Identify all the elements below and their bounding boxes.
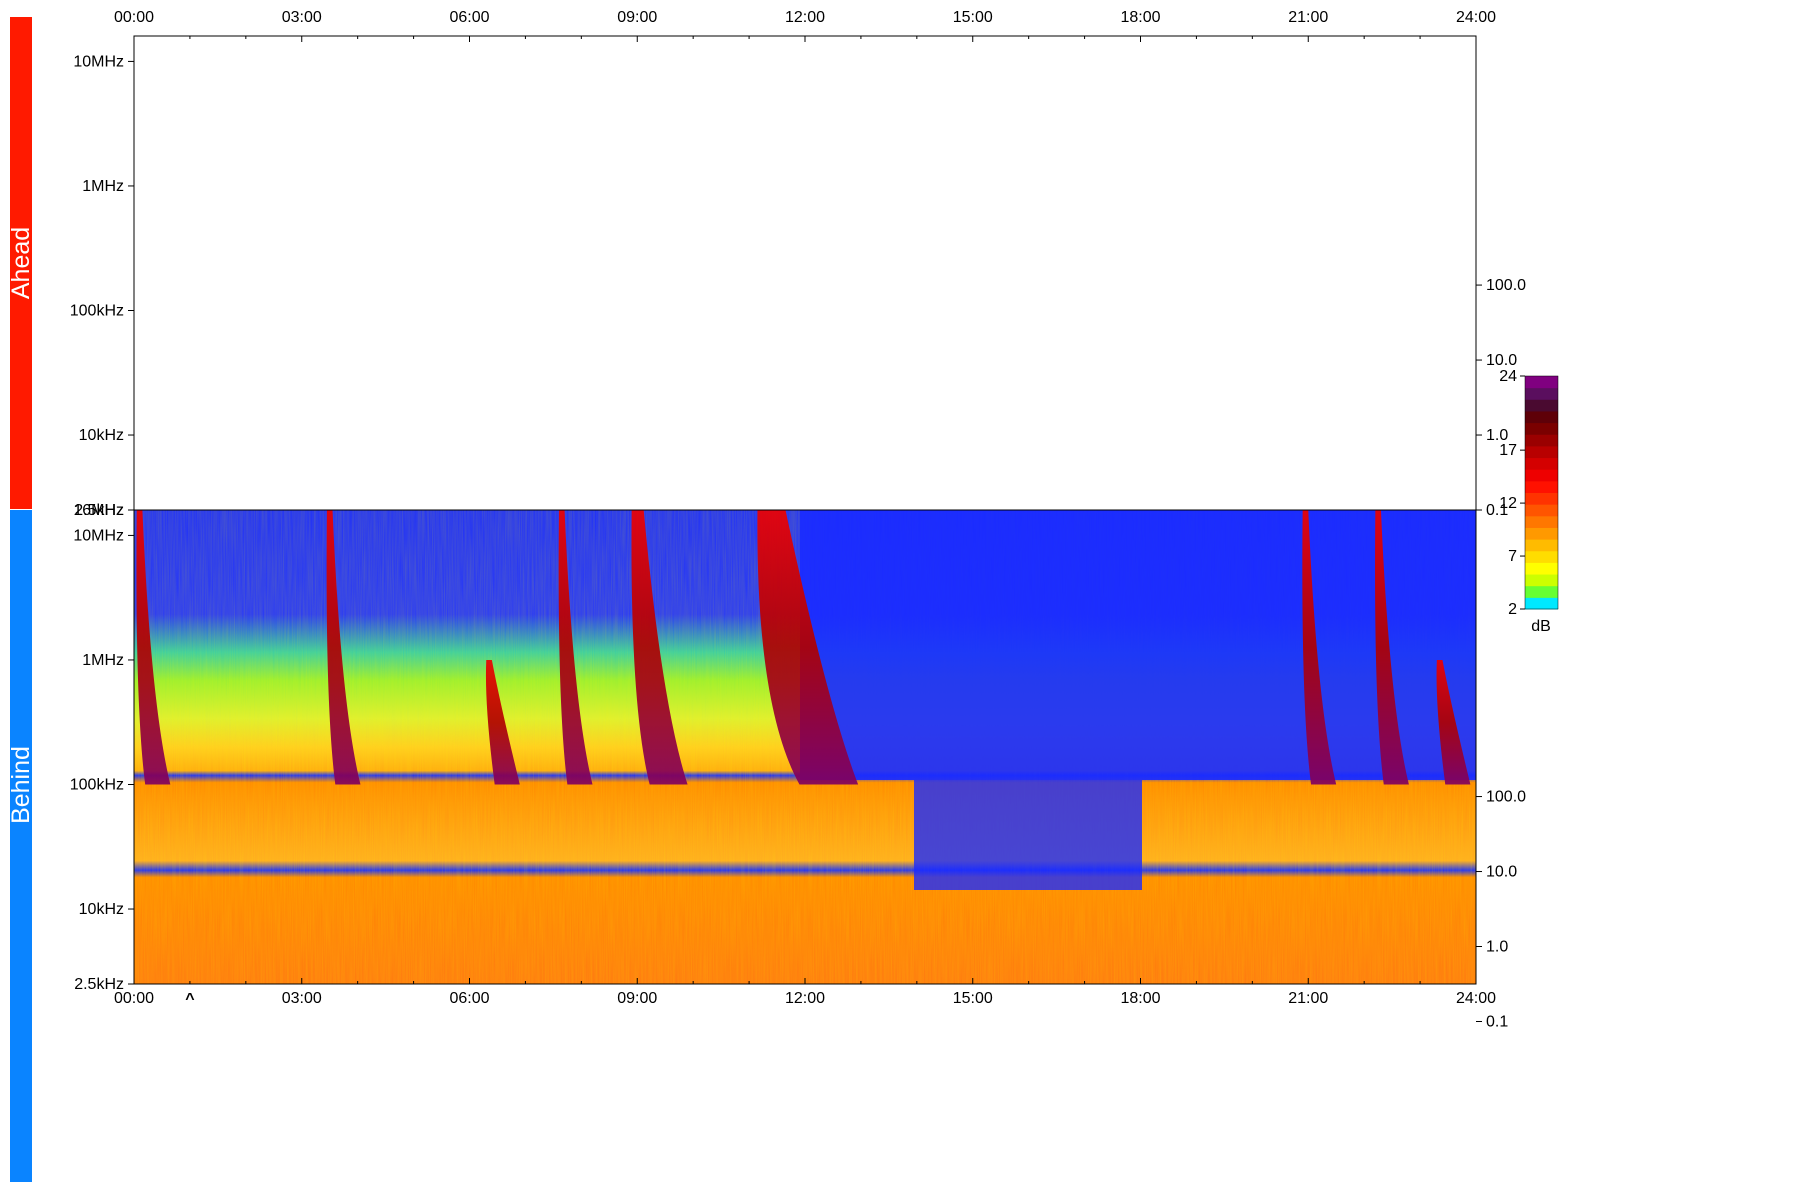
frequency-tick-label: 10MHz (73, 53, 124, 70)
colorbar-segment (1525, 550, 1558, 563)
ahead-plot-area (133, 35, 1477, 511)
quiet-region-lower (914, 780, 1142, 890)
secondary-tick-label: 10.0 (1486, 864, 1517, 881)
top-time-tick-label: 06:00 (449, 9, 489, 26)
colorbar-segment (1525, 387, 1558, 400)
colorbar-frame (1524, 375, 1559, 610)
top-time-axis: 00:00 03:00 06:00 09:00 12:00 15:00 18:00 21:00… (114, 9, 1496, 42)
right-secondary-axis: 0.1 1.0 10.0 100.0 100.0 10.0 1.0 0.1 (1475, 36, 1526, 1030)
colorbar-tick-label: 17 (1499, 442, 1517, 459)
frequency-tick-label: 1MHz (82, 652, 124, 669)
ahead-panel-label: Ahead (7, 227, 35, 299)
behind-panel-label: Behind (7, 746, 35, 824)
secondary-tick-label: 1.0 (1486, 939, 1508, 956)
bottom-time-tick-label: 12:00 (785, 990, 825, 1007)
bottom-time-axis: 00:00 03:00 06:00 09:00 12:00 15:00 18:00 21:00… (114, 978, 1496, 1007)
colorbar-segment (1525, 562, 1558, 575)
burst-layer (136, 510, 1471, 785)
secondary-tick-label: 100.0 (1486, 277, 1526, 294)
radio-burst (485, 660, 520, 785)
radio-burst (1375, 510, 1409, 785)
frequency-tick-label: 2.5kHz (74, 976, 124, 993)
secondary-tick-label: 0.1 (1486, 502, 1508, 519)
bottom-time-tick-label: 03:00 (282, 990, 322, 1007)
colorbar-segment (1525, 410, 1558, 424)
bottom-time-tick-label: 00:00 (114, 990, 154, 1007)
radio-burst (1302, 510, 1337, 785)
radio-burst (631, 510, 688, 785)
bottom-time-tick-label: 09:00 (617, 990, 657, 1007)
bottom-time-tick-label: 18:00 (1120, 990, 1160, 1007)
top-time-tick-label: 03:00 (282, 9, 322, 26)
colorbar-unit-label: dB (1531, 618, 1551, 635)
secondary-tick-label: 0.1 (1486, 1013, 1508, 1030)
radio-burst (757, 510, 859, 785)
top-time-tick-label: 24:00 (1456, 9, 1496, 26)
colorbar-segment (1525, 539, 1558, 552)
behind-plot-area (133, 509, 1477, 985)
secondary-tick-label: 100.0 (1486, 789, 1526, 806)
radio-burst (1436, 660, 1471, 785)
radio-burst (326, 510, 361, 785)
colorbar-segment (1525, 457, 1558, 470)
colorbar-segment (1525, 492, 1558, 505)
colorbar-segment (1525, 399, 1558, 412)
event-marker: ^ (185, 991, 194, 1008)
colorbar-segment (1525, 469, 1558, 482)
frequency-tick-label: 16MHz (73, 502, 124, 519)
frequency-tick-label: 10kHz (79, 427, 124, 444)
frequency-tick-label: 10MHz (73, 527, 124, 544)
top-time-tick-label: 15:00 (953, 9, 993, 26)
colorbar-tick-label: 24 (1499, 368, 1517, 385)
colorbar-segment (1525, 422, 1558, 435)
bottom-time-tick-label: 15:00 (953, 990, 993, 1007)
colorbar-segment (1525, 504, 1558, 517)
colorbar-tick-label: 12 (1499, 495, 1517, 512)
top-time-tick-label: 21:00 (1288, 9, 1328, 26)
bottom-time-tick-label: 06:00 (449, 990, 489, 1007)
ahead-panel-bar (10, 17, 32, 509)
bottom-time-tick-label: 24:00 (1456, 990, 1496, 1007)
top-time-tick-label: 00:00 (114, 9, 154, 26)
frequency-tick-label: 10kHz (79, 901, 124, 918)
colorbar-segment (1525, 376, 1558, 389)
top-time-tick-label: 18:00 (1120, 9, 1160, 26)
colorbar-tick-label: 2 (1508, 601, 1517, 618)
left-frequency-axis: 2.5kHz 10kHz 100kHz 1MHz 10MHz 16MHz 10MHz 1MHz… (70, 36, 135, 993)
secondary-tick-label: 10.0 (1486, 352, 1517, 369)
frequency-tick-label: 100kHz (70, 776, 124, 793)
colorbar-tick-label: 7 (1508, 548, 1517, 565)
colorbar-segment (1525, 445, 1558, 459)
bottom-time-tick-label: 21:00 (1288, 990, 1328, 1007)
frequency-tick-label: 1MHz (82, 178, 124, 195)
colorbar-segment (1525, 597, 1558, 610)
top-time-tick-label: 12:00 (785, 9, 825, 26)
frequency-tick-label: 100kHz (70, 302, 124, 319)
colorbar-segment (1525, 480, 1558, 493)
radio-burst (136, 510, 171, 785)
colorbar-segment (1525, 585, 1558, 598)
secondary-tick-label: 1.0 (1486, 427, 1508, 444)
quiet-region (800, 510, 1476, 780)
behind-panel-bar (10, 510, 32, 1182)
radio-burst (558, 510, 593, 785)
colorbar-segment (1525, 434, 1558, 447)
top-time-tick-label: 09:00 (617, 9, 657, 26)
frequency-tick-label: 2.5kHz (74, 502, 124, 519)
colorbar-segment (1525, 527, 1558, 540)
colorbar: 24 17 12 7 2 (1499, 368, 1559, 618)
colorbar-segment (1525, 515, 1558, 528)
colorbar-segment (1525, 574, 1558, 587)
